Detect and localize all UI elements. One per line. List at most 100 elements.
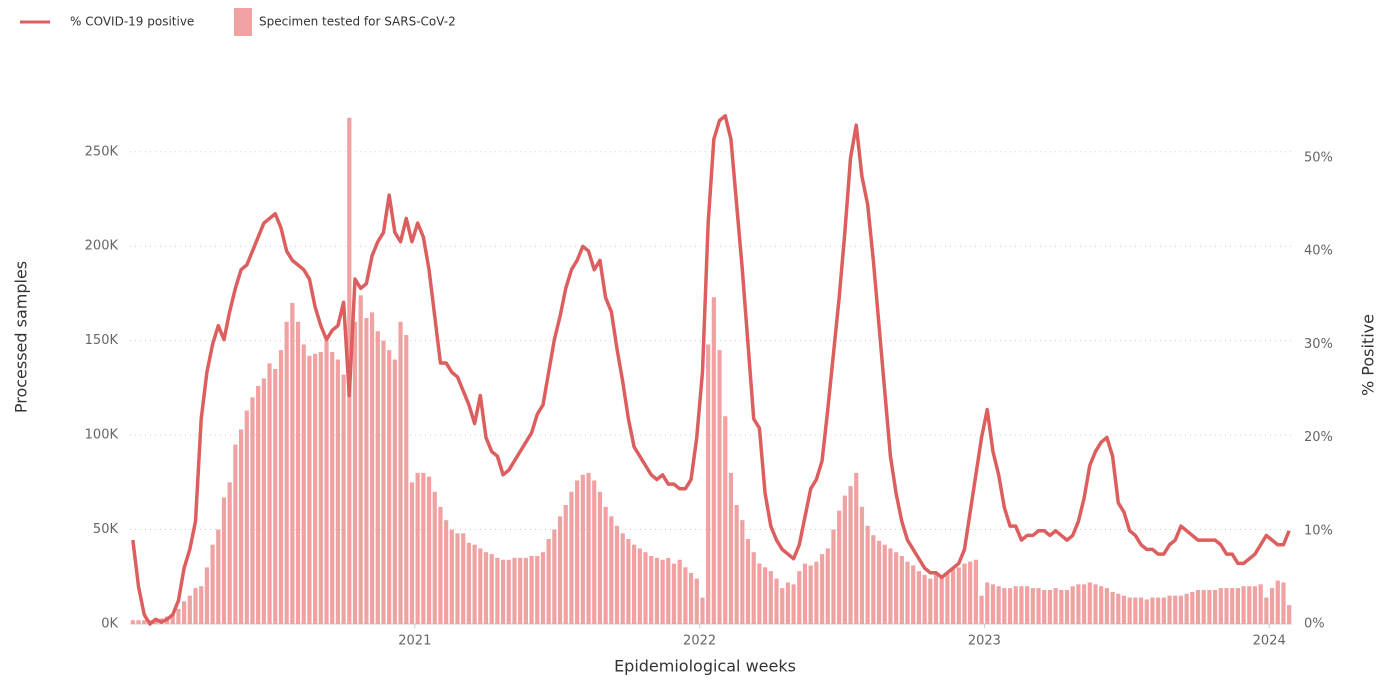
bar [444,520,449,624]
bar [392,359,397,624]
bar [785,582,791,624]
bar [301,344,306,624]
bar [848,486,853,624]
bar [557,516,563,624]
line [131,114,1291,626]
bar [233,444,238,624]
bar [945,573,950,624]
bar [1241,586,1246,624]
bar [837,510,842,624]
bar [1036,588,1041,624]
bar [871,535,876,624]
bar [341,374,346,624]
bar [962,563,967,624]
legend-label: % COVID-19 positive [70,15,194,29]
bar [426,476,432,624]
bar [495,557,500,624]
bar [330,352,335,624]
bar [597,491,603,624]
bar [483,552,489,624]
bar [1002,588,1007,624]
bar [1076,584,1081,624]
bar [688,573,694,624]
bar [854,472,859,624]
bar [1190,591,1195,624]
bar [199,586,204,624]
bar [694,578,699,624]
bar [643,552,648,624]
bar [387,350,392,624]
bar [1201,590,1206,624]
bar [819,554,825,624]
bar [1025,586,1030,624]
bar [290,302,295,624]
bar [609,516,614,624]
bar [193,588,198,624]
bar [928,578,933,624]
bar [939,576,944,624]
bar [136,620,141,624]
bar [540,552,546,624]
bar [256,386,261,624]
bar [894,552,899,624]
bar [649,556,654,624]
bar [831,529,836,624]
bar [1207,590,1212,624]
bar [814,561,819,624]
bar [1059,590,1064,624]
bar [677,559,682,624]
bar [802,563,808,624]
bar [1218,588,1223,624]
bar [295,321,301,624]
bar [176,608,181,624]
bar [865,525,870,624]
bar [1116,593,1121,624]
bar [398,321,403,624]
bar [244,410,249,624]
bar [1230,588,1235,624]
bar [905,561,910,624]
y-tick-label: 200K [85,239,119,254]
bar [996,586,1001,624]
bar [990,584,996,624]
x-tick-label: 2024 [1253,634,1286,649]
bar [1099,586,1104,624]
bar [1184,593,1189,624]
bar [586,472,591,624]
bar [631,544,637,624]
bar [592,480,597,624]
bar [1156,597,1161,624]
bar [1264,597,1269,624]
bar [763,567,768,624]
bar [307,355,312,624]
bar [261,378,266,624]
y-tick-label: 50K [93,522,119,537]
bar [916,571,922,624]
bar [535,556,540,624]
bar [985,582,990,624]
legend: % COVID-19 positive Specimen tested for … [20,8,456,36]
bar [364,318,369,624]
bar [706,344,711,624]
bar [461,533,466,624]
bar [888,548,893,624]
bar [284,321,289,624]
bar [1047,590,1053,624]
bar [170,614,175,624]
bar [979,595,984,624]
bar [717,350,722,624]
y-tick-label: 150K [85,333,119,348]
bar [1224,588,1229,624]
bar [1258,584,1263,624]
bar [216,529,221,624]
y2-axis-title: % Positive [1359,314,1378,396]
bar [187,595,192,624]
bar [1167,595,1172,624]
bar [620,533,625,624]
bar [797,571,802,624]
x-tick-label: 2023 [968,634,1001,649]
bar [1030,588,1035,624]
bar [922,574,927,624]
bar [1150,597,1155,624]
